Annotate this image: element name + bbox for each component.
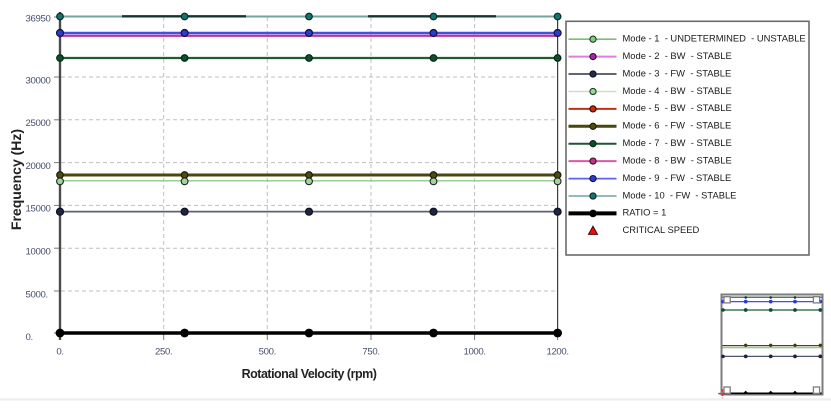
svg-text:Mode - 4 - BW - STABLE: Mode - 4 - BW - STABLE [623,85,732,96]
svg-text:Mode - 10 - FW - STABLE: Mode - 10 - FW - STABLE [623,189,737,200]
svg-text:Mode - 9 - FW - STABLE: Mode - 9 - FW - STABLE [623,172,732,183]
svg-text:Mode - 3 - FW - STABLE: Mode - 3 - FW - STABLE [623,67,732,78]
svg-text:Mode - 2 - BW - STABLE: Mode - 2 - BW - STABLE [623,50,732,61]
svg-text:0.: 0. [26,332,33,343]
svg-text:10000: 10000 [26,247,51,258]
svg-text:Mode - 1 - UNDETERMINED - UN: Mode - 1 - UNDETERMINED - UNSTABLE [623,33,806,44]
svg-text:CRITICAL SPEED: CRITICAL SPEED [623,224,700,235]
svg-text:500.: 500. [259,346,276,357]
svg-text:1200.: 1200. [546,346,568,357]
svg-text:0.: 0. [56,346,63,357]
svg-text:25000: 25000 [26,118,51,129]
svg-text:5000.: 5000. [26,289,48,300]
svg-text:20000: 20000 [26,161,51,172]
svg-text:36950: 36950 [26,14,51,25]
svg-text:Mode - 8 - BW - STABLE: Mode - 8 - BW - STABLE [623,154,732,165]
svg-text:RATIO = 1: RATIO = 1 [623,207,667,218]
svg-text:1000.: 1000. [463,346,485,357]
svg-text:Mode - 7 - BW - STABLE: Mode - 7 - BW - STABLE [623,137,732,148]
svg-text:Frequency (Hz): Frequency (Hz) [8,129,24,230]
svg-text:750.: 750. [362,346,379,357]
svg-text:15000: 15000 [26,204,51,215]
svg-text:Mode - 5 - BW - STABLE: Mode - 5 - BW - STABLE [623,102,732,113]
svg-text:30000: 30000 [26,75,51,86]
svg-text:Mode - 6 - FW - STABLE: Mode - 6 - FW - STABLE [623,120,732,131]
svg-text:Rotational Velocity (rpm): Rotational Velocity (rpm) [242,367,377,381]
svg-text:250.: 250. [155,346,172,357]
